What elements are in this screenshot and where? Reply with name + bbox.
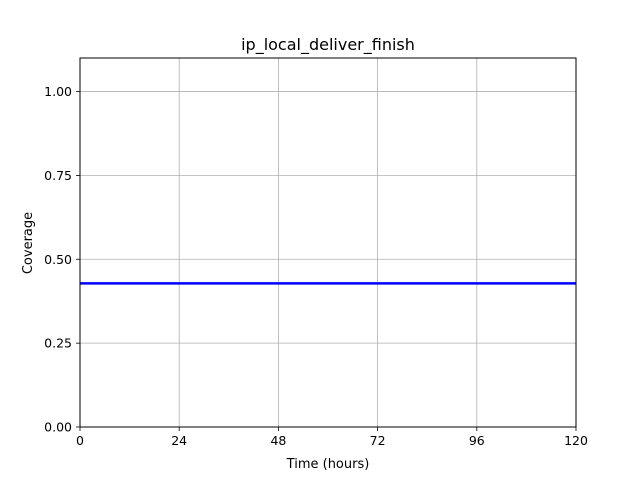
y-tick-label: 0.00 [44, 420, 72, 435]
x-axis-label: Time (hours) [286, 457, 370, 472]
chart-title: ip_local_deliver_finish [241, 35, 415, 55]
y-axis-label: Coverage [21, 212, 36, 274]
x-axis-ticks: 0 24 48 72 96 120 [76, 427, 588, 448]
y-tick-label: 0.25 [44, 336, 72, 351]
x-tick-label: 24 [171, 433, 187, 448]
y-tick-label: 0.75 [44, 168, 72, 183]
y-axis-ticks: 0.00 0.25 0.50 0.75 1.00 [44, 84, 80, 435]
plot-area-frame [79, 57, 577, 428]
y-tick-label: 1.00 [44, 84, 72, 99]
x-tick-label: 96 [469, 433, 485, 448]
x-tick-label: 120 [564, 433, 588, 448]
x-tick-label: 72 [370, 433, 386, 448]
x-tick-label: 0 [76, 433, 84, 448]
x-tick-label: 48 [270, 433, 286, 448]
y-tick-label: 0.50 [44, 252, 72, 267]
grid [79, 58, 577, 428]
